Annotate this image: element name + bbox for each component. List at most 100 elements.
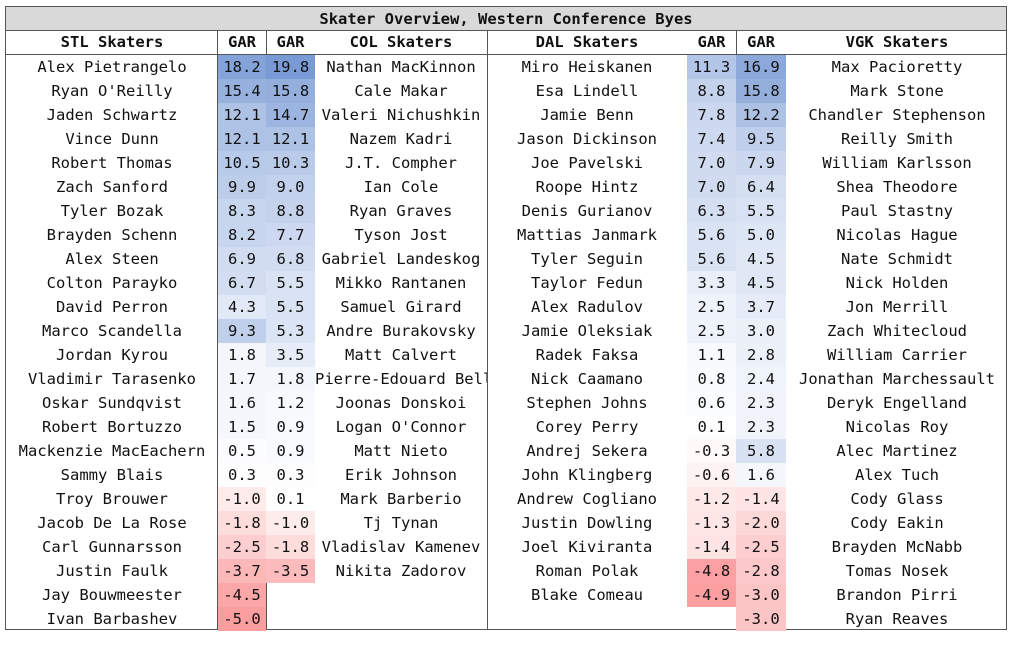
col-gar-value: 19.8 <box>266 55 315 79</box>
col-gar-value: 5.5 <box>266 271 315 295</box>
vgk-skater-name: Reilly Smith <box>841 130 953 148</box>
col-skater-name: Andre Burakovsky <box>326 322 476 340</box>
dal-gar-value: -1.2 <box>687 487 736 511</box>
vgk-skater-name: Max Pacioretty <box>831 58 963 76</box>
col-skater-name: Tyson Jost <box>354 226 448 244</box>
vgk-gar-value: 3.0 <box>736 319 786 343</box>
col-gar-value: 0.3 <box>266 463 315 487</box>
stl-skater-name: Zach Sanford <box>56 178 168 196</box>
dal-gar-value: 1.1 <box>687 343 736 367</box>
col-gar-value: -1.8 <box>266 535 315 559</box>
col-skaters-header: COL Skaters <box>349 33 453 51</box>
col-skater-name: Vladislav Kamenev <box>321 538 481 556</box>
dal-gar-value: -0.3 <box>687 439 736 463</box>
col-gar-value: 8.8 <box>266 199 315 223</box>
dal-skater-name: Radek Faksa <box>535 346 639 364</box>
dal-skaters-header: DAL Skaters <box>535 33 639 51</box>
vgk-skater-name: Paul Stastny <box>841 202 953 220</box>
dal-gar-value: 2.5 <box>687 295 736 319</box>
vgk-gar-value: 5.8 <box>736 439 786 463</box>
stl-skater-name: Alex Steen <box>65 250 159 268</box>
vgk-gar-value: -2.5 <box>736 535 786 559</box>
stl-skater-name: Vladimir Tarasenko <box>28 370 196 388</box>
stl-gar-value: 8.2 <box>218 223 266 247</box>
dal-gar-value: 0.6 <box>687 391 736 415</box>
table-title: Skater Overview, Western Conference Byes <box>6 7 1006 31</box>
dal-skater-name: Blake Comeau <box>531 586 643 604</box>
skater-overview-table: Skater Overview, Western Conference Byes… <box>5 6 1007 631</box>
dal-gar-value: 7.0 <box>687 151 736 175</box>
col-skater-name: Mark Barberio <box>340 490 462 508</box>
dal-gar-value: 6.3 <box>687 199 736 223</box>
stl-gar-value: 1.5 <box>218 415 266 439</box>
vgk-skater-name: Nicolas Roy <box>845 418 949 436</box>
stl-gar-value: -4.5 <box>218 583 266 607</box>
vgk-skater-name: Nick Holden <box>845 274 949 292</box>
stl-gar-value: 15.4 <box>218 79 266 103</box>
dal-skater-name: Stephen Johns <box>526 394 648 412</box>
col-gar-value: 14.7 <box>266 103 315 127</box>
stl-skater-name: Robert Bortuzzo <box>42 418 182 436</box>
header-divider <box>6 54 1006 55</box>
vgk-gar-value: 2.3 <box>736 391 786 415</box>
dal-gar-value: 0.1 <box>687 415 736 439</box>
dal-skater-name: Joel Kiviranta <box>521 538 653 556</box>
vgk-skater-name: Alex Tuch <box>855 466 939 484</box>
col-gar-value: 0.9 <box>266 415 315 439</box>
vgk-skaters-header: VGK Skaters <box>845 33 949 51</box>
stl-gar-value: -1.8 <box>218 511 266 535</box>
stl-gar-value: 9.9 <box>218 175 266 199</box>
column-divider <box>487 31 488 629</box>
col-gar-value: -3.5 <box>266 559 315 583</box>
stl-gar-value: 0.5 <box>218 439 266 463</box>
col-skater-name: Erik Johnson <box>345 466 457 484</box>
col-gar-value: 9.0 <box>266 175 315 199</box>
stl-skater-name: Mackenzie MacEachern <box>18 442 206 460</box>
col-skater-name: Logan O'Connor <box>335 418 467 436</box>
vgk-gar-value: -2.8 <box>736 559 786 583</box>
stl-gar-value: 12.1 <box>218 103 266 127</box>
col-skater-name: Ryan Graves <box>349 202 453 220</box>
stl-skater-name: Justin Faulk <box>56 562 168 580</box>
stl-gar-value: -5.0 <box>218 607 266 631</box>
stl-skater-name: Ryan O'Reilly <box>51 82 173 100</box>
stl-gar-value: 8.3 <box>218 199 266 223</box>
stl-skater-name: Robert Thomas <box>51 154 173 172</box>
col-skater-name: Valeri Nichushkin <box>321 106 481 124</box>
dal-gar-value: -1.3 <box>687 511 736 535</box>
col-skater-name: Ian Cole <box>363 178 439 196</box>
col-skater-name: Mikko Rantanen <box>335 274 467 292</box>
stl-gar-value: -2.5 <box>218 535 266 559</box>
vgk-skater-name: Brayden McNabb <box>831 538 963 556</box>
stl-skater-name: Tyler Bozak <box>60 202 164 220</box>
vgk-skater-name: Nicolas Hague <box>836 226 958 244</box>
col-skater-name: Tj Tynan <box>363 514 439 532</box>
col-gar-value: 5.3 <box>266 319 315 343</box>
col-gar-header: GAR <box>276 33 305 51</box>
col-gar-value: 10.3 <box>266 151 315 175</box>
dal-gar-value: 3.3 <box>687 271 736 295</box>
stl-skater-name: Alex Pietrangelo <box>37 58 187 76</box>
column-divider <box>217 31 218 629</box>
dal-gar-value: 2.5 <box>687 319 736 343</box>
stl-skater-name: Troy Brouwer <box>56 490 168 508</box>
vgk-gar-value: 15.8 <box>736 79 786 103</box>
vgk-gar-value: 6.4 <box>736 175 786 199</box>
dal-skater-name: Andrej Sekera <box>526 442 648 460</box>
stl-gar-value: 1.8 <box>218 343 266 367</box>
col-gar-value: 15.8 <box>266 79 315 103</box>
dal-skater-name: Jamie Benn <box>540 106 634 124</box>
col-skater-name: Matt Calvert <box>345 346 457 364</box>
dal-skater-name: Nick Caamano <box>531 370 643 388</box>
vgk-gar-value: -3.0 <box>736 607 786 631</box>
dal-gar-value: 7.4 <box>687 127 736 151</box>
col-gar-value: 3.5 <box>266 343 315 367</box>
stl-skater-name: Jay Bouwmeester <box>42 586 182 604</box>
stl-skater-name: David Perron <box>56 298 168 316</box>
stl-skater-name: Colton Parayko <box>46 274 178 292</box>
vgk-skater-name: Tomas Nosek <box>845 562 949 580</box>
dal-gar-value: 7.0 <box>687 175 736 199</box>
col-gar-value: 12.1 <box>266 127 315 151</box>
dal-skater-name: Roope Hintz <box>535 178 639 196</box>
vgk-gar-value: 5.0 <box>736 223 786 247</box>
